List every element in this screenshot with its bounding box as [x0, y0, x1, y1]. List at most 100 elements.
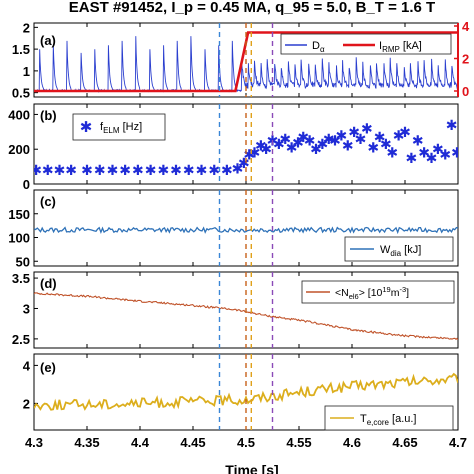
svg-text:✱: ✱ — [80, 119, 93, 136]
elm-frequency-point: ✱ — [393, 127, 405, 143]
elm-frequency-point: ✱ — [255, 138, 267, 154]
elm-frequency-point: ✱ — [439, 146, 451, 162]
elm-frequency-point: ✱ — [183, 162, 195, 178]
svg-text:(d): (d) — [40, 276, 57, 291]
figure-title: EAST #91452, I_p = 0.45 MA, q_95 = 5.0, … — [69, 0, 435, 16]
y-tick-label: 3.5 — [12, 271, 30, 286]
elm-frequency-point: ✱ — [286, 139, 298, 155]
plot-area — [34, 372, 458, 411]
elm-frequency-point: ✱ — [249, 145, 261, 161]
x-tick-label: 4.45 — [180, 435, 205, 450]
y-tick-label: 2 — [23, 396, 30, 411]
y-tick-label: 3 — [23, 301, 30, 316]
elm-frequency-point: ✱ — [329, 133, 341, 149]
panel-a: 0.5 1 1.5 2 0 2 4 — [12, 19, 470, 101]
elm-frequency-point: ✱ — [418, 145, 430, 161]
right-y-tick-label: 2 — [462, 52, 469, 67]
x-tick-label: 4.35 — [74, 435, 99, 450]
svg-text:IRMP [kA]: IRMP [kA] — [379, 40, 422, 54]
plot-area: ✱ ✱ ✱ ✱ ✱ ✱ ✱ ✱ ✱ ✱ ✱ ✱ ✱ ✱ ✱ ✱✱✱✱✱✱✱✱✱✱✱✱✱✱✱✱✱✱✱✱✱✱✱✱✱… — [30, 117, 463, 178]
y-tick-label: 4 — [23, 358, 31, 373]
elm-frequency-point: ✱ — [145, 162, 157, 178]
elm-frequency-point: ✱ — [170, 162, 182, 178]
panel-b-label: (b) — [40, 108, 57, 123]
elm-frequency-point: ✱ — [451, 145, 463, 161]
elm-frequency-point: ✱ — [399, 124, 411, 140]
elm-frequency-point: ✱ — [405, 150, 417, 166]
elm-frequency-point: ✱ — [208, 162, 220, 178]
panel-e-label: (e) — [40, 360, 56, 375]
elm-frequency-point: ✱ — [279, 131, 291, 147]
elm-frequency-point: ✱ — [243, 146, 255, 162]
x-tick-label: 4.6 — [343, 435, 361, 450]
elm-frequency-point: ✱ — [65, 162, 77, 178]
elm-frequency-point: ✱ — [426, 150, 438, 166]
elm-frequency-point: ✱ — [304, 133, 316, 149]
elm-frequency-point: ✱ — [221, 162, 233, 178]
legend-e: Te,core [a.u.] — [324, 405, 454, 431]
elm-frequency-point: ✱ — [81, 162, 93, 178]
elm-frequency-point: ✱ — [157, 162, 169, 178]
x-tick-label: 4.65 — [392, 435, 417, 450]
svg-text:(a): (a) — [40, 33, 56, 48]
svg-text:(c): (c) — [40, 194, 56, 209]
y-tick-label: 400 — [8, 107, 30, 122]
elm-frequency-point: ✱ — [232, 160, 244, 176]
svg-text:fELM [Hz]: fELM [Hz] — [100, 121, 142, 135]
legend-a: Dα IRMP [kA] — [280, 33, 452, 55]
elm-frequency-point: ✱ — [42, 162, 54, 178]
elm-frequency-point: ✱ — [292, 134, 304, 150]
svg-text:Te,core [a.u.]: Te,core [a.u.] — [360, 413, 417, 427]
x-tick-labels: 4.3 4.35 4.4 4.45 4.5 4.55 4.6 4.65 4.7 — [25, 435, 467, 450]
elm-frequency-point: ✱ — [412, 133, 424, 149]
elm-frequency-point: ✱ — [132, 162, 144, 178]
panel-a-label: (a) — [40, 33, 56, 48]
y-tick-label: 100 — [8, 231, 30, 246]
elm-frequency-point: ✱ — [238, 155, 250, 171]
y-tick-label: 1 — [23, 64, 30, 79]
elm-frequency-point: ✱ — [342, 138, 354, 154]
panel-d-label: (d) — [40, 276, 57, 291]
elm-frequency-point: ✱ — [310, 141, 322, 157]
elm-frequency-point: ✱ — [54, 162, 66, 178]
svg-text:(b): (b) — [40, 108, 57, 123]
svg-text:Dα: Dα — [312, 40, 325, 54]
elm-frequency-point: ✱ — [107, 162, 119, 178]
legend-c: Wdia [kJ] — [344, 236, 454, 262]
x-tick-label: 4.5 — [237, 435, 255, 450]
y-tick-label: 0.5 — [12, 86, 30, 101]
elm-frequency-point: ✱ — [386, 145, 398, 161]
series-i-rmp — [34, 31, 458, 93]
y-tick-label: 200 — [8, 142, 30, 157]
elm-frequency-point: ✱ — [446, 117, 458, 133]
elm-frequency-point: ✱ — [94, 162, 106, 178]
y-tick-label: 2 — [23, 20, 30, 35]
svg-text:<Nel6> [1019m-3]: <Nel6> [1019m-3] — [335, 285, 409, 301]
x-tick-label: 4.7 — [449, 435, 467, 450]
elm-frequency-point: ✱ — [336, 127, 348, 143]
elm-frequency-point: ✱ — [348, 124, 360, 140]
elm-frequency-point: ✱ — [361, 120, 373, 136]
y-tick-label: 1.5 — [12, 42, 30, 57]
x-tick-label: 4.55 — [286, 435, 311, 450]
elm-frequency-point: ✱ — [316, 136, 328, 152]
y-tick-label: 150 — [8, 207, 30, 222]
elm-frequency-point: ✱ — [432, 141, 444, 157]
elm-frequency-point: ✱ — [260, 141, 272, 157]
x-tick-label: 4.4 — [131, 435, 150, 450]
legend-d: <Nel6> [1019m-3] — [301, 280, 455, 304]
legend-b: ✱ fELM [Hz] — [72, 113, 166, 141]
x-tick-label: 4.3 — [25, 435, 43, 450]
series-w-dia — [34, 226, 458, 235]
x-axis-label: Time [s] — [225, 462, 278, 474]
elm-frequency-point: ✱ — [380, 136, 392, 152]
elm-frequency-point: ✱ — [196, 162, 208, 178]
elm-frequency-point: ✱ — [30, 162, 42, 178]
y-tick-label: 50 — [16, 254, 30, 269]
elm-frequency-point: ✱ — [297, 129, 309, 145]
plot-area — [34, 31, 458, 94]
elm-frequency-point: ✱ — [355, 131, 367, 147]
y-tick-label: 2.5 — [12, 332, 30, 347]
